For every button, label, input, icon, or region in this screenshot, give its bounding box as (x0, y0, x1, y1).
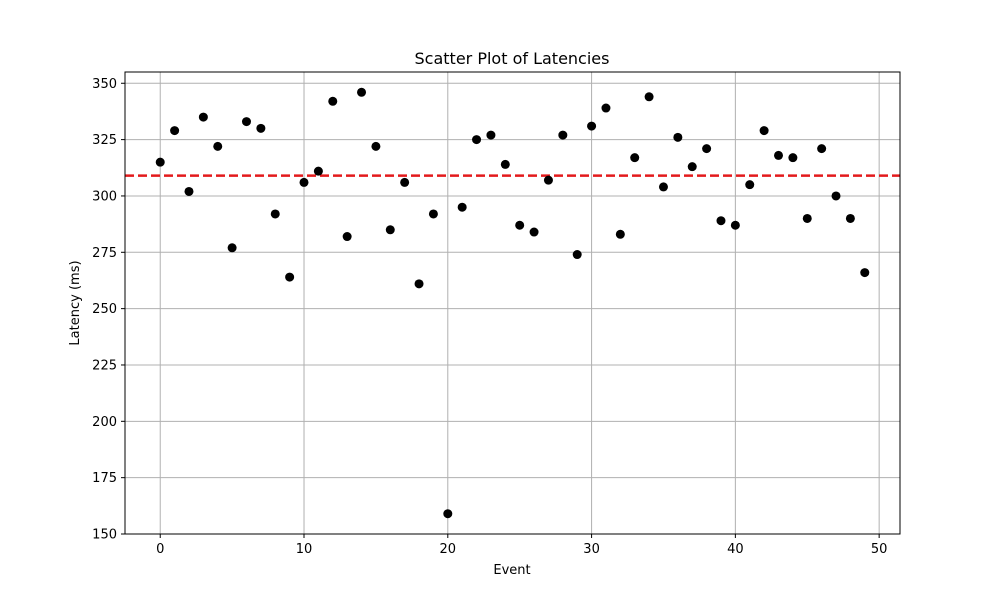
x-tick-label: 30 (583, 542, 600, 557)
data-point (817, 144, 827, 154)
x-tick-label: 40 (727, 542, 744, 557)
data-point (730, 220, 740, 230)
data-point (529, 227, 539, 237)
data-point (687, 162, 697, 172)
data-point (155, 157, 165, 167)
data-point (716, 216, 726, 226)
data-point (572, 250, 582, 260)
plot-frame (124, 71, 901, 535)
data-point (414, 279, 424, 289)
data-point (299, 177, 309, 187)
y-tick-label: 325 (92, 133, 117, 148)
data-point (745, 180, 755, 190)
x-axis-label: Event (493, 563, 530, 578)
data-point (831, 191, 841, 201)
data-point (342, 232, 352, 242)
data-point (357, 87, 367, 97)
y-tick-label: 275 (92, 246, 117, 261)
data-point (601, 103, 611, 113)
data-point (256, 123, 266, 133)
data-point (443, 509, 453, 519)
x-tick-label: 10 (296, 542, 313, 557)
data-point (486, 130, 496, 140)
data-point (227, 243, 237, 253)
y-axis-label: Latency (ms) (68, 260, 83, 345)
data-point (328, 96, 338, 106)
data-point (702, 144, 712, 154)
points-layer (155, 87, 870, 519)
data-point (587, 121, 597, 131)
chart-title: Scatter Plot of Latencies (415, 49, 610, 68)
data-point (472, 135, 482, 145)
data-point (285, 272, 295, 282)
grid-layer (125, 72, 900, 535)
data-point (845, 213, 855, 223)
x-tick-label: 20 (440, 542, 457, 557)
data-point (184, 186, 194, 196)
y-tick-label: 350 (92, 77, 117, 92)
data-point (774, 150, 784, 160)
y-tick-label: 200 (92, 415, 117, 430)
data-point (213, 141, 223, 151)
y-tick-label: 300 (92, 189, 117, 204)
y-tick-label: 225 (92, 358, 117, 373)
data-point (515, 220, 525, 230)
data-point (198, 112, 208, 122)
data-point (802, 213, 812, 223)
y-tick-label: 175 (92, 471, 117, 486)
data-point (385, 225, 395, 235)
data-point (658, 182, 668, 192)
data-point (788, 153, 798, 163)
data-point (313, 166, 323, 176)
data-point (759, 126, 769, 136)
data-point (400, 177, 410, 187)
x-tick-label: 0 (156, 542, 164, 557)
y-tick-label: 150 (92, 528, 117, 543)
data-point (457, 202, 467, 212)
y-tick-label: 250 (92, 302, 117, 317)
data-point (615, 229, 625, 239)
data-point (170, 126, 180, 136)
x-tick-label: 50 (871, 542, 888, 557)
data-point (543, 175, 553, 185)
data-point (241, 117, 251, 127)
data-point (270, 209, 280, 219)
x-axis-ticks: 0 10 20 30 40 50 (156, 534, 887, 557)
data-point (428, 209, 438, 219)
data-point (630, 153, 640, 163)
data-point (673, 132, 683, 142)
data-point (558, 130, 568, 140)
data-point (500, 159, 510, 169)
data-point (644, 92, 654, 102)
y-axis-ticks: 150 175 200 225 250 275 300 325 350 (92, 77, 125, 543)
data-point (371, 141, 381, 151)
data-point (860, 268, 870, 278)
